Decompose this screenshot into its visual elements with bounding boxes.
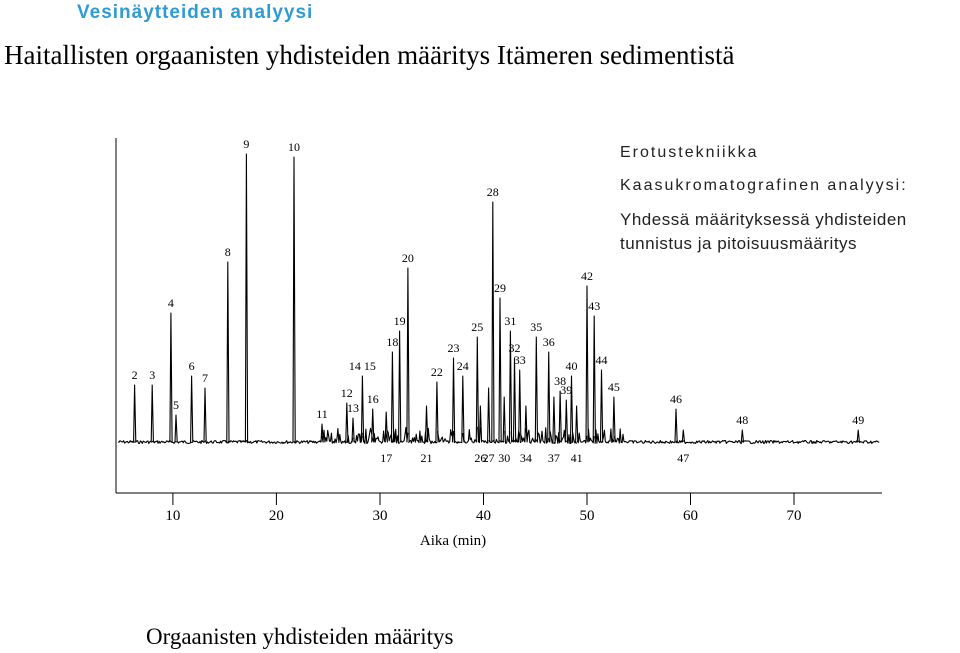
peak-label: 5 bbox=[173, 398, 179, 412]
peak-label: 8 bbox=[225, 245, 231, 259]
peak-label: 30 bbox=[498, 451, 510, 465]
peak-label: 29 bbox=[494, 281, 506, 295]
peak-label: 34 bbox=[520, 451, 532, 465]
x-tick-label: 70 bbox=[787, 508, 802, 524]
x-tick-label: 40 bbox=[476, 508, 491, 524]
peak-label: 18 bbox=[386, 335, 398, 349]
peak-label: 4 bbox=[168, 296, 174, 310]
peak-label: 6 bbox=[189, 359, 195, 373]
peak-label: 13 bbox=[347, 401, 359, 415]
peak-label: 31 bbox=[504, 314, 516, 328]
peak-label: 7 bbox=[202, 371, 208, 385]
peak-label: 43 bbox=[588, 299, 600, 313]
peak-label: 25 bbox=[471, 320, 483, 334]
x-axis-ticks: 10 20 30 40 50 60 70 bbox=[165, 493, 802, 524]
peak-label: 37 bbox=[548, 451, 560, 465]
peak-label: 38 bbox=[554, 374, 566, 388]
peak-label: 42 bbox=[581, 269, 593, 283]
chromatogram-trace bbox=[117, 153, 880, 445]
x-tick-label: 50 bbox=[580, 508, 595, 524]
peak-label: 11 bbox=[316, 407, 328, 421]
side-panel-description: Yhdessä määrityksessä yhdisteiden tunnis… bbox=[620, 210, 907, 253]
peak-label: 17 bbox=[380, 451, 392, 465]
peak-label: 39 bbox=[560, 383, 572, 397]
peak-label: 27 bbox=[483, 451, 495, 465]
x-tick-label: 10 bbox=[165, 508, 180, 524]
peak-label: 21 bbox=[421, 451, 433, 465]
peak-label: 16 bbox=[367, 392, 379, 406]
peak-label: 49 bbox=[852, 413, 864, 427]
peak-label: 10 bbox=[288, 140, 300, 154]
peak-label: 46 bbox=[670, 392, 682, 406]
peak-label: 32 bbox=[509, 341, 521, 355]
peak-label: 14 15 bbox=[349, 359, 376, 373]
page-title: Haitallisten orgaanisten yhdisteiden mää… bbox=[4, 40, 735, 70]
peak-label: 12 bbox=[341, 386, 353, 400]
peak-label: 47 bbox=[677, 451, 689, 465]
peak-label: 19 bbox=[394, 314, 406, 328]
peak-label: 23 bbox=[448, 341, 460, 355]
peak-label: 26 bbox=[474, 451, 486, 465]
footer-title: Orgaanisten yhdisteiden määritys bbox=[146, 624, 454, 649]
peak-label: 45 bbox=[608, 380, 620, 394]
peak-label: 40 bbox=[566, 359, 578, 373]
peak-label: 33 bbox=[514, 353, 526, 367]
x-tick-label: 60 bbox=[683, 508, 698, 524]
section-label: Vesinäytteiden analyysi bbox=[77, 2, 314, 23]
peak-label: 24 bbox=[457, 359, 469, 373]
peak-label: 9 bbox=[243, 137, 249, 151]
x-axis-title: Aika (min) bbox=[420, 533, 486, 549]
side-panel: Erotustekniikka Kaasukromatografinen ana… bbox=[620, 142, 940, 256]
peak-label: 3 bbox=[149, 368, 155, 382]
peak-label: 41 bbox=[571, 451, 583, 465]
peak-label: 20 bbox=[402, 251, 414, 265]
x-tick-label: 30 bbox=[373, 508, 388, 524]
peak-label: 36 bbox=[543, 335, 555, 349]
peak-label: 2 bbox=[132, 368, 138, 382]
peak-label: 48 bbox=[736, 413, 748, 427]
peak-label: 35 bbox=[530, 320, 542, 334]
x-tick-label: 20 bbox=[269, 508, 284, 524]
peak-label: 28 bbox=[487, 185, 499, 199]
side-panel-heading: Erotustekniikka bbox=[620, 144, 759, 161]
side-panel-subheading: Kaasukromatografinen analyysi: bbox=[620, 177, 908, 194]
peak-label: 44 bbox=[596, 353, 608, 367]
peak-label: 22 bbox=[431, 365, 443, 379]
